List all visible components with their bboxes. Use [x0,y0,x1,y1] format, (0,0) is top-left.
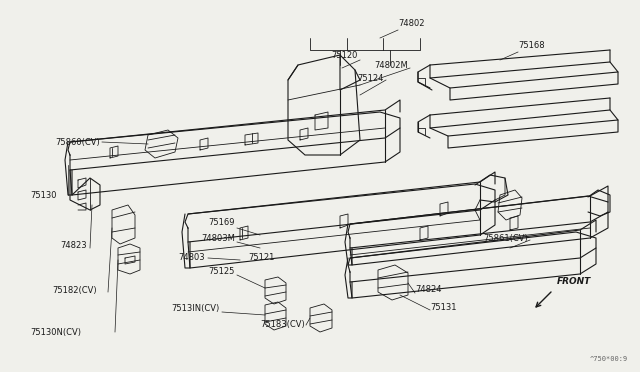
Text: 74802: 74802 [398,19,424,28]
Text: 75130N(CV): 75130N(CV) [30,327,81,337]
Text: 74824: 74824 [415,285,442,295]
Text: 75861(CV): 75861(CV) [483,234,528,243]
Text: 75130: 75130 [30,190,56,199]
Text: 74803M: 74803M [201,234,235,243]
Text: 75121: 75121 [248,253,275,263]
Text: 75183(CV): 75183(CV) [260,321,305,330]
Text: ^750*00:9: ^750*00:9 [589,356,628,362]
Text: 75125: 75125 [209,267,235,276]
Text: 74802M: 74802M [374,61,408,70]
Text: FRONT: FRONT [557,277,591,286]
Text: 75120: 75120 [332,51,358,60]
Text: 7513IN(CV): 7513IN(CV) [172,304,220,312]
Text: 75168: 75168 [518,41,545,49]
Text: 74823: 74823 [60,241,86,250]
Text: 74803: 74803 [179,253,205,263]
Text: 75124: 75124 [358,74,384,83]
Text: 75131: 75131 [430,304,456,312]
Text: 75860(CV): 75860(CV) [55,138,100,147]
Text: 75169: 75169 [209,218,235,227]
Text: 75182(CV): 75182(CV) [52,285,97,295]
